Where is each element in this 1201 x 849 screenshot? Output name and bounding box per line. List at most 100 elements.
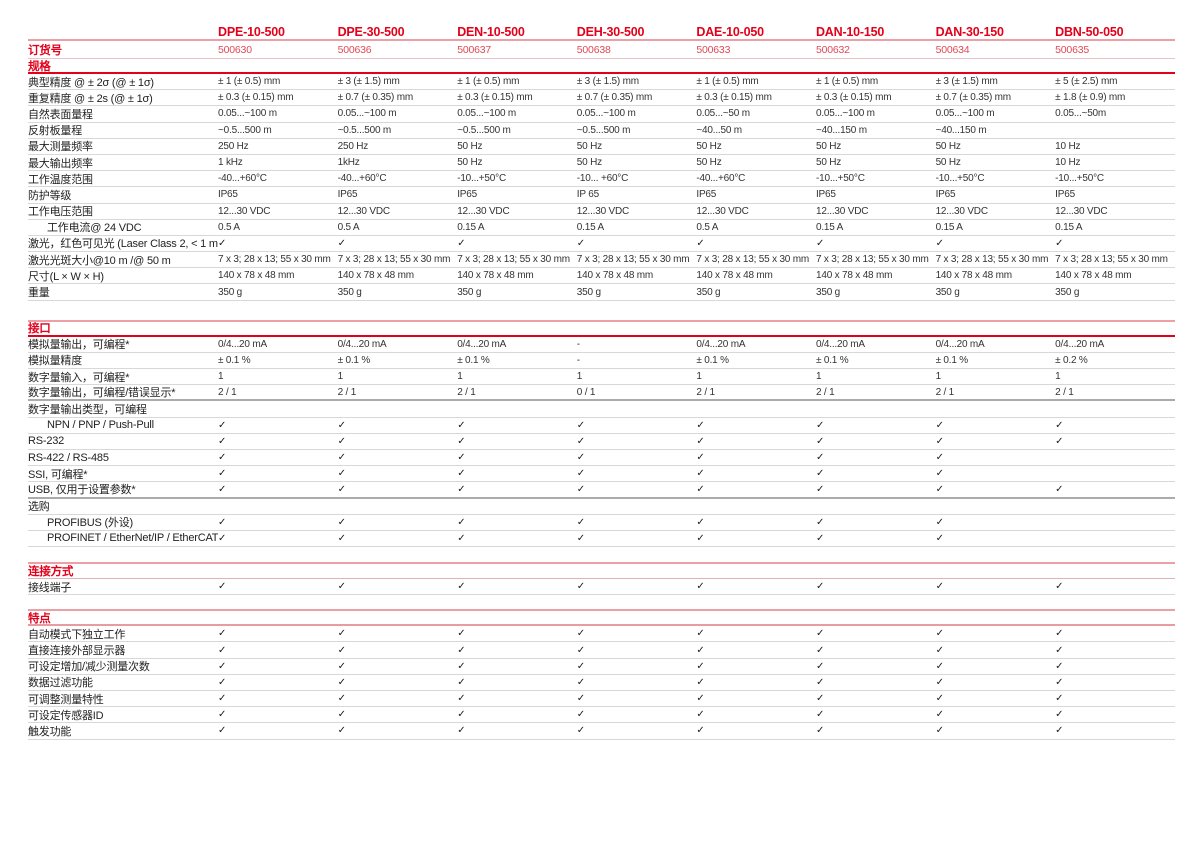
check-icon: ✓ (457, 709, 466, 721)
row-label: RS-232 (28, 435, 65, 448)
cell-value: 50 Hz (576, 157, 602, 169)
row-label: 反射板量程 (28, 125, 82, 138)
cell-value: 1 (815, 371, 822, 383)
check-icon: ✓ (576, 483, 585, 495)
cell-value: 0.05...~50m (1055, 108, 1107, 120)
spec-row: 模拟量输出，可编程* 0/4...20 mA 0/4...20 mA 0/4...20… (28, 337, 1175, 353)
check-icon: ✓ (576, 237, 585, 249)
check-icon: ✓ (935, 516, 944, 528)
row-label: 自然表面量程 (28, 108, 93, 121)
product-comparison-table: DPE-10-500 DPE-30-500 DEN-10-500 DEH-30-500… (28, 25, 1175, 740)
check-icon: ✓ (457, 483, 466, 495)
cell-value: ± 0.1 % (696, 354, 729, 366)
cell-value: ~0.5...500 m (218, 124, 272, 136)
cell-value: 0/4...20 mA (696, 338, 746, 350)
check-icon: ✓ (457, 644, 466, 656)
check-icon: ✓ (576, 452, 585, 464)
cell-value: -10... +60°C (576, 173, 629, 185)
spec-row: 数字量输出，可编程/错误显示* 2 / 1 2 / 1 2 / 1 0 / 1 2 / 1… (28, 385, 1175, 402)
cell-value: 2 / 1 (457, 386, 476, 398)
cell-value: 0.05...~100 m (576, 108, 636, 120)
cell-value: 50 Hz (457, 157, 483, 169)
check-icon: ✓ (1055, 419, 1064, 431)
check-icon: ✓ (696, 419, 705, 431)
spec-row: 接线端子 ✓ ✓ ✓ ✓ ✓ ✓ ✓ ✓ (28, 579, 1175, 596)
cell-value: ± 0.7 (± 0.35) mm (337, 92, 414, 104)
cell-value: 350 g (1055, 286, 1080, 298)
cell-value: 140 x 78 x 48 mm (815, 270, 893, 282)
check-icon: ✓ (576, 468, 585, 480)
row-label: USB, 仅用于设置参数* (28, 484, 136, 497)
check-icon: ✓ (696, 452, 705, 464)
cell-value: 1 (576, 371, 583, 383)
spec-row: 最大输出频率 1 kHz 1kHz 50 Hz 50 Hz 50 Hz 50 Hz 50 Hz… (28, 155, 1175, 172)
spec-row: 可设定增加/减少测量次数 ✓ ✓ ✓ ✓ ✓ ✓ ✓ ✓ (28, 659, 1175, 675)
cell-value: 350 g (815, 286, 840, 298)
cell-value: IP 65 (576, 189, 599, 201)
cell-value: ± 0.3 (± 0.15) mm (815, 92, 892, 104)
product-name-header: DEH-30-500 (576, 25, 645, 39)
check-icon: ✓ (1055, 676, 1064, 688)
cell-value: 2 / 1 (935, 386, 955, 398)
cell-value: 0.5 A (696, 221, 719, 233)
check-icon: ✓ (815, 419, 825, 431)
check-icon: ✓ (218, 628, 227, 640)
check-icon: ✓ (576, 419, 585, 431)
check-icon: ✓ (935, 237, 944, 249)
cell-value: 12...30 VDC (1055, 205, 1108, 217)
check-icon: ✓ (1055, 237, 1064, 249)
cell-value: 12...30 VDC (337, 205, 390, 217)
check-icon: ✓ (337, 644, 346, 656)
cell-value: 0/4...20 mA (1055, 338, 1105, 350)
cell-value: 1 (218, 371, 224, 383)
check-icon: ✓ (457, 660, 466, 672)
cell-value: ± 5 (± 2.5) mm (1055, 76, 1118, 88)
check-icon: ✓ (935, 660, 944, 672)
check-icon: ✓ (457, 237, 466, 249)
cell-value: -40...+60°C (218, 173, 267, 185)
check-icon: ✓ (815, 660, 825, 672)
cell-value: 0.15 A (457, 221, 485, 233)
check-icon: ✓ (935, 628, 944, 640)
cell-value: IP65 (457, 189, 477, 201)
cell-value: 140 x 78 x 48 mm (1055, 270, 1132, 282)
check-icon: ✓ (815, 516, 825, 528)
section-features: 特点 自动模式下独立工作 ✓ ✓ ✓ ✓ ✓ ✓ ✓ ✓ 直接连接外部显示器 ✓ ✓ ✓ ✓ ✓ ✓ ✓ ✓ 可设定增… (28, 609, 1175, 740)
check-icon: ✓ (576, 660, 585, 672)
section-interface: 接口 模拟量输出，可编程* 0/4...20 mA 0/4...20 mA 0/4...… (28, 319, 1175, 548)
row-label: SSI, 可编程* (28, 468, 88, 481)
check-icon: ✓ (1055, 483, 1064, 495)
row-label: 尺寸(L × W × H) (28, 270, 104, 283)
row-label: 触发功能 (28, 725, 72, 738)
cell-value: 12...30 VDC (815, 205, 869, 217)
row-label: 数据过滤功能 (28, 677, 93, 690)
cell-value: ± 1.8 (± 0.9) mm (1055, 92, 1126, 104)
cell-value: -10...+50°C (1055, 173, 1104, 185)
check-icon: ✓ (457, 693, 466, 705)
cell-value: 1 kHz (218, 157, 243, 169)
cell-value: ± 1 (± 0.5) mm (218, 76, 281, 88)
row-label: 自动模式下独立工作 (28, 628, 126, 641)
order-number: 500638 (576, 43, 611, 56)
row-label: 防护等级 (28, 189, 72, 202)
cell-value: 50 Hz (576, 140, 602, 152)
check-icon: ✓ (696, 709, 705, 721)
check-icon: ✓ (815, 676, 825, 688)
row-label: 重复精度 @ ± 2s (@ ± 1σ) (28, 92, 153, 105)
check-icon: ✓ (218, 581, 227, 593)
check-icon: ✓ (935, 435, 944, 447)
check-icon: ✓ (337, 693, 346, 705)
check-icon: ✓ (218, 693, 227, 705)
cell-value: 0/4...20 mA (935, 338, 985, 350)
row-label: RS-422 / RS-485 (28, 451, 109, 464)
check-icon: ✓ (337, 419, 346, 431)
spec-row: RS-232 ✓ ✓ ✓ ✓ ✓ ✓ ✓ ✓ (28, 434, 1175, 450)
check-icon: ✓ (576, 532, 585, 544)
check-icon: ✓ (1055, 644, 1064, 656)
cell-value: 7 x 3; 28 x 13; 55 x 30 mm (935, 254, 1049, 266)
order-number: 500630 (218, 43, 252, 56)
check-icon: ✓ (696, 516, 705, 528)
section-title: 连接方式 (28, 566, 74, 579)
check-icon: ✓ (696, 237, 705, 249)
section-header-connection: 连接方式 (28, 564, 1175, 580)
